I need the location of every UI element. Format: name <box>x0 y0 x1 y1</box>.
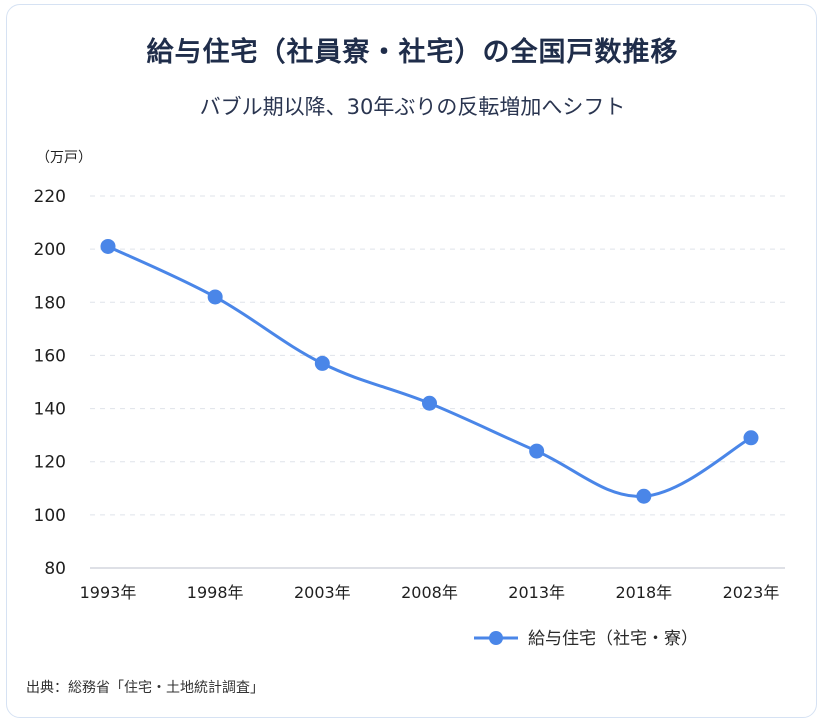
y-tick-label: 200 <box>34 240 66 260</box>
gridlines <box>90 195 785 569</box>
legend: 給与住宅（社宅・寮） <box>474 629 698 649</box>
data-point <box>314 355 330 371</box>
y-tick-label: 180 <box>34 293 66 313</box>
y-axis-ticks: 80 100 120 140 160 180 200 220 <box>34 187 66 579</box>
x-tick-label: 2013年 <box>508 583 565 602</box>
y-axis-unit: （万戸） <box>36 150 92 166</box>
source-note: 出典：総務省「住宅・土地統計調査」 <box>26 680 264 696</box>
legend-label: 給与住宅（社宅・寮） <box>528 629 698 649</box>
x-axis-ticks: 1993年 1998年 2003年 2008年 2013年 2018年 2023年 <box>80 583 780 602</box>
x-tick-label: 1993年 <box>80 583 137 602</box>
x-tick-label: 2008年 <box>401 583 458 602</box>
legend-marker <box>489 631 503 645</box>
y-tick-label: 100 <box>34 506 66 526</box>
data-point <box>207 289 223 305</box>
data-point <box>743 430 759 446</box>
series-line <box>106 244 753 498</box>
chart-card <box>6 4 817 718</box>
data-points <box>100 238 759 504</box>
y-tick-label: 120 <box>34 453 66 473</box>
data-point <box>422 395 437 411</box>
data-point <box>636 488 652 504</box>
data-point <box>529 443 545 459</box>
x-tick-label: 1998年 <box>187 583 244 602</box>
chart-subtitle: バブル期以降、30年ぶりの反転増加へシフト <box>199 95 626 119</box>
y-tick-label: 140 <box>34 400 66 420</box>
x-tick-label: 2018年 <box>615 583 672 602</box>
x-tick-label: 2023年 <box>723 583 780 602</box>
chart-title: 給与住宅（社員寮・社宅）の全国戸数推移 <box>146 37 679 68</box>
y-tick-label: 160 <box>34 346 66 366</box>
y-tick-label: 80 <box>44 559 66 579</box>
x-tick-label: 2003年 <box>294 583 351 602</box>
y-tick-label: 220 <box>34 187 66 207</box>
data-point <box>100 238 116 254</box>
